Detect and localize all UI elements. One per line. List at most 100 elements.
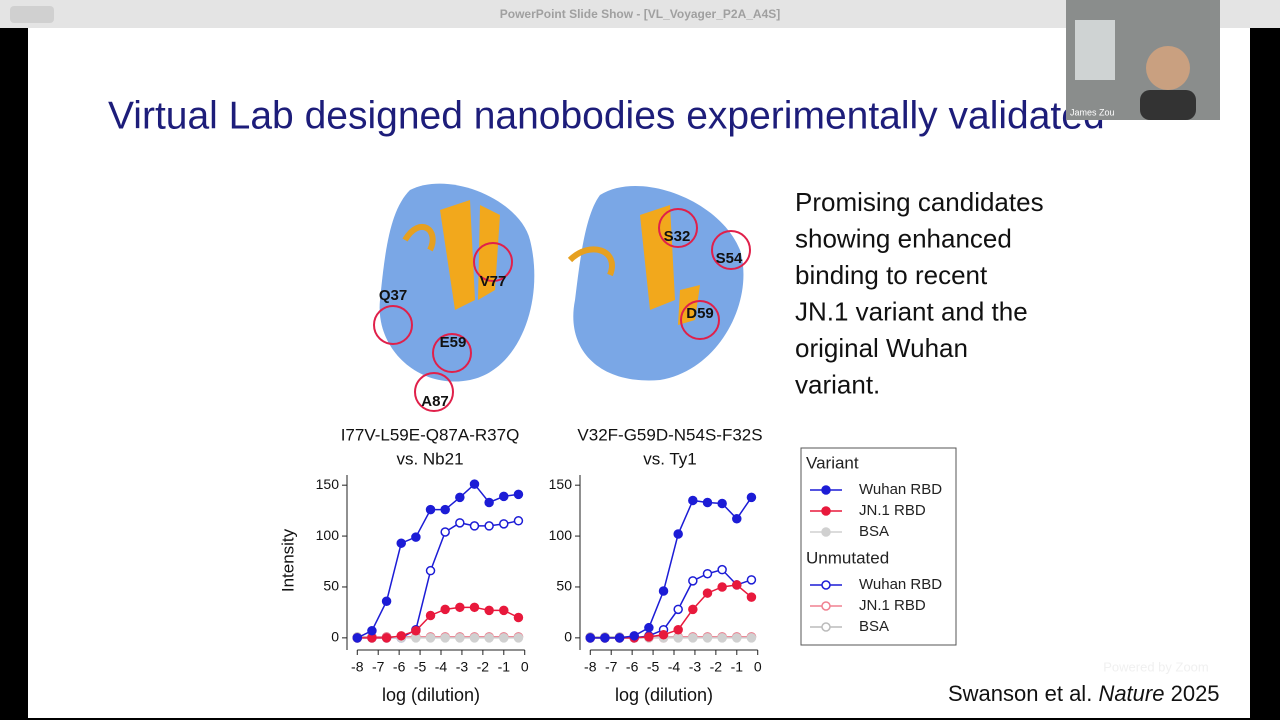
side-text-line: variant. [795,369,880,399]
x-axis-label: log (dilution) [615,685,713,705]
y-tick-label: 50 [323,578,339,594]
x-tick-label: -4 [668,659,681,675]
data-point [732,514,742,524]
window-button[interactable] [10,6,54,23]
data-point [455,633,465,643]
data-point [732,580,742,590]
data-point [352,633,363,643]
data-point [469,633,480,643]
y-axis-label: Intensity [278,528,297,592]
window-title: PowerPoint Slide Show - [VL_Voyager_P2A_… [500,7,781,21]
residue-circle [373,305,413,345]
data-point [425,565,436,576]
data-point [717,633,727,643]
residue-circle [680,300,720,340]
residue-circle [658,208,698,248]
data-point [614,633,625,643]
x-tick-label: -5 [414,659,427,675]
data-point [411,625,421,636]
data-point [411,532,421,542]
legend-group-title: Variant [806,453,859,472]
data-point [484,633,494,643]
legend-marker [821,527,831,537]
citation: Swanson et al. Nature 2025 [948,681,1220,706]
data-point [702,633,713,643]
y-tick-label: 150 [316,476,340,492]
data-point [396,538,406,548]
data-point [440,633,450,643]
legend-box [800,447,957,646]
x-tick-label: -8 [351,659,364,675]
data-point [629,631,639,641]
residue-label: V77 [480,273,507,290]
data-point [381,596,392,606]
data-point [499,605,509,616]
data-point [469,521,480,531]
x-tick-label: -7 [605,659,618,675]
data-point [688,633,698,643]
y-tick-label: 0 [564,629,572,645]
data-point [513,516,524,526]
data-point [499,633,509,643]
side-text-line: showing enhanced [795,223,1012,253]
legend-label: Wuhan RBD [859,481,942,498]
data-point [673,529,683,539]
x-tick-label: -8 [584,659,597,675]
data-point [702,497,713,508]
data-point [513,489,524,500]
legend-group-title: Unmutated [806,548,889,567]
data-point [396,631,406,641]
data-point [644,622,654,633]
residue-circle [432,333,472,373]
side-text-line: binding to recent [795,260,988,290]
residue-label: S32 [664,228,691,245]
x-tick-label: -3 [456,659,469,675]
structure-2 [567,186,744,381]
y-tick-label: 50 [556,578,572,594]
data-point [499,519,509,529]
x-tick-label: 0 [754,659,762,675]
data-point [688,604,698,615]
chart-title: I77V-L59E-Q87A-R37Q [341,425,520,444]
data-point [746,633,757,643]
legend-marker [821,622,831,632]
legend-label: BSA [859,523,889,540]
slide-title: Virtual Lab designed nanobodies experime… [108,94,1105,137]
data-point [440,527,450,537]
y-tick-label: 150 [549,476,573,492]
side-text-line: original Wuhan [795,333,968,363]
data-point [746,592,757,602]
x-tick-label: -2 [477,659,490,675]
data-point [644,632,654,642]
legend-marker [821,580,831,590]
watermark: Powered by Zoom [1103,659,1209,674]
charts: I77V-L59E-Q87A-R37Q vs. Nb21 0 50 100 150 -8 -7… [278,425,762,704]
x-tick-label: -6 [393,659,406,675]
data-point [367,625,377,636]
data-point [484,605,494,616]
data-point [440,604,450,615]
x-tick-label: -5 [647,659,660,675]
x-tick-label: -4 [435,659,448,675]
data-point [702,588,713,598]
y-tick-label: 100 [549,527,573,543]
legend-label: Wuhan RBD [859,576,942,593]
x-tick-label: -6 [626,659,639,675]
data-point [717,564,727,575]
chart-title: V32F-G59D-N54S-F32S [577,425,762,444]
x-tick-label: -2 [710,659,723,675]
data-point [469,602,480,613]
residue-circle [473,242,513,282]
data-point [746,492,757,503]
data-point [717,582,727,592]
x-tick-label: -3 [689,659,702,675]
legend-label: JN.1 RBD [859,502,926,519]
data-point [484,497,494,508]
data-point [425,633,436,643]
chart-subtitle: vs. Nb21 [396,449,463,468]
data-point [702,568,713,579]
video-background [1075,20,1115,80]
